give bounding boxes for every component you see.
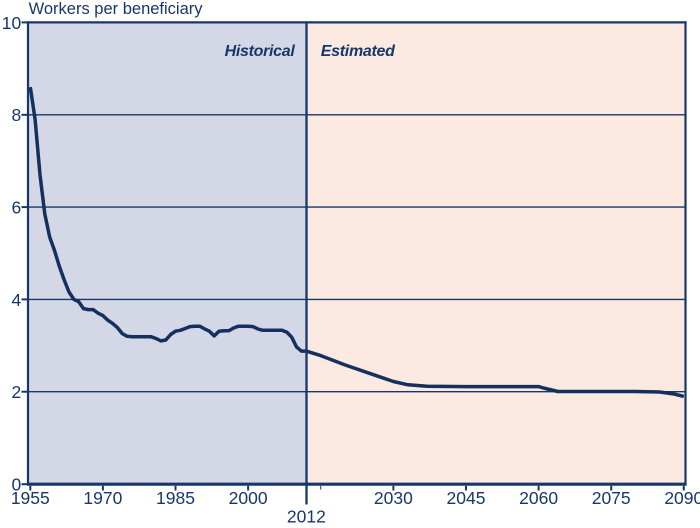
svg-text:2012: 2012 [287, 507, 326, 527]
svg-text:2090: 2090 [664, 488, 700, 508]
svg-text:Estimated: Estimated [321, 43, 396, 60]
svg-text:1955: 1955 [11, 488, 50, 508]
svg-text:2000: 2000 [229, 488, 268, 508]
svg-text:2060: 2060 [519, 488, 558, 508]
svg-text:1970: 1970 [83, 488, 122, 508]
svg-text:Historical: Historical [225, 43, 296, 60]
svg-text:Workers per beneficiary: Workers per beneficiary [29, 0, 204, 18]
svg-text:6: 6 [11, 198, 21, 218]
svg-text:2075: 2075 [592, 488, 631, 508]
svg-text:8: 8 [11, 105, 21, 125]
svg-text:2030: 2030 [374, 488, 413, 508]
svg-text:0: 0 [11, 475, 21, 495]
svg-text:2045: 2045 [447, 488, 486, 508]
svg-text:1985: 1985 [156, 488, 195, 508]
svg-text:2: 2 [11, 382, 21, 402]
svg-text:4: 4 [11, 290, 21, 310]
svg-text:10: 10 [2, 13, 22, 33]
